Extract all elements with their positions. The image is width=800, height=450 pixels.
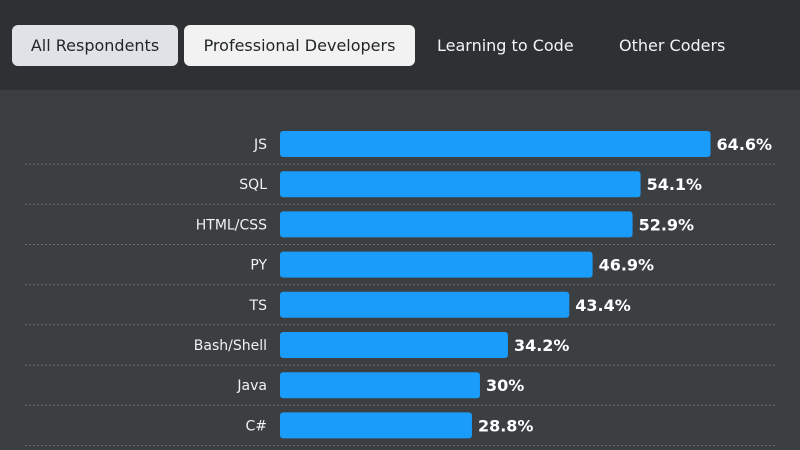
value-label: 28.8% bbox=[478, 416, 534, 435]
value-label: 34.2% bbox=[514, 336, 570, 355]
value-label: 30% bbox=[486, 376, 524, 395]
value-label: 52.9% bbox=[639, 215, 695, 234]
bar[interactable] bbox=[280, 131, 711, 157]
bar[interactable] bbox=[280, 211, 633, 238]
category-label: JS bbox=[253, 137, 267, 153]
tab-all-respondents[interactable]: All Respondents bbox=[12, 25, 178, 66]
category-label: TS bbox=[249, 298, 268, 314]
bar[interactable] bbox=[280, 171, 641, 198]
category-label: Java bbox=[236, 378, 267, 394]
bar[interactable] bbox=[280, 291, 570, 318]
category-label: SQL bbox=[239, 177, 267, 193]
bar[interactable] bbox=[280, 372, 480, 399]
tab-professional-developers[interactable]: Professional Developers bbox=[184, 25, 415, 66]
value-label: 54.1% bbox=[647, 175, 703, 194]
segment-tabs-bar: All Respondents Professional Developers … bbox=[0, 0, 800, 90]
category-label: Bash/Shell bbox=[194, 338, 267, 354]
category-label: PY bbox=[250, 258, 267, 274]
bar-chart-svg: JS 64.6% SQL 54.1% HTML/CSS 52.9% PY 46.9% TS 43.… bbox=[25, 131, 775, 446]
bar[interactable] bbox=[280, 332, 508, 358]
tab-other-coders[interactable]: Other Coders bbox=[619, 36, 726, 55]
bar[interactable] bbox=[280, 251, 593, 278]
tab-learning-to-code[interactable]: Learning to Code bbox=[437, 36, 574, 55]
category-label: C# bbox=[245, 418, 267, 434]
bar[interactable] bbox=[280, 412, 472, 439]
category-label: HTML/CSS bbox=[196, 217, 267, 233]
value-label: 46.9% bbox=[599, 256, 655, 275]
value-label: 43.4% bbox=[575, 296, 631, 315]
bar-chart: JS 64.6% SQL 54.1% HTML/CSS 52.9% PY 46.9% TS 43.… bbox=[0, 90, 800, 450]
value-label: 64.6% bbox=[717, 135, 773, 154]
